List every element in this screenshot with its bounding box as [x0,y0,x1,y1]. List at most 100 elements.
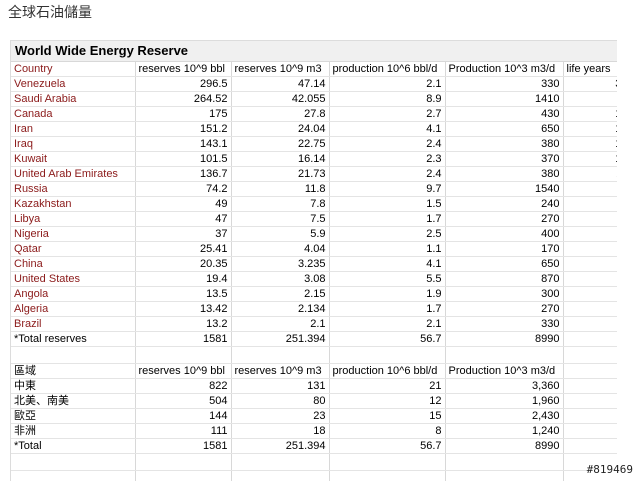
table-cell: 9.7 [329,182,445,197]
table-cell: 13.5 [135,287,231,302]
table-cell: 240 [445,197,563,212]
empty-cell [445,471,563,481]
table-cell: 15 [329,409,445,424]
table-cell: 47 [135,212,231,227]
table-cell: 270 [445,302,563,317]
country-name: United States [11,272,135,287]
table-cell: 3.235 [231,257,329,272]
empty-cell [329,454,445,471]
table-cell: 270 [445,212,563,227]
table-cell: 27.8 [231,107,329,122]
table-cell: 2 [563,302,617,317]
empty-cell [563,347,617,364]
table-cell: 19.4 [135,272,231,287]
country-name: Algeria [11,302,135,317]
country-name: Brazil [11,317,135,332]
table-cell: 1 [563,317,617,332]
table-cell: 650 [445,257,563,272]
empty-cell [11,347,135,364]
table-cell: 1410 [445,92,563,107]
table-cell: 1.1 [329,242,445,257]
table-cell [563,424,617,439]
table-cell: 49 [135,197,231,212]
country-name: Kuwait [11,152,135,167]
table-cell: 504 [135,394,231,409]
table-cell: 4.1 [329,257,445,272]
table-cell: 380 [445,167,563,182]
table-cell: 1.7 [329,212,445,227]
table-cell [563,394,617,409]
post-id-watermark: #819469 [586,463,634,476]
table-cell: 12 [329,394,445,409]
table-cell: 330 [445,317,563,332]
table-cell: 136.7 [135,167,231,182]
table-cell: 2.3 [329,152,445,167]
column-header: reserves 10^9 bbl [135,62,231,77]
country-name: Venezuela [11,77,135,92]
table-cell: 7 [563,212,617,227]
region-name: 中東 [11,379,135,394]
empty-cell [231,471,329,481]
table-cell: 2.1 [329,77,445,92]
country-name: Russia [11,182,135,197]
table-cell: 330 [445,77,563,92]
table-cell: 22.75 [231,137,329,152]
column-header: Production 10^3 m3/d [445,62,563,77]
table-cell: 101.5 [135,152,231,167]
table-cell: 13.42 [135,302,231,317]
table-cell: 37 [135,227,231,242]
column-header: Production 10^3 m3/d [445,364,563,379]
spacer-row [11,347,617,364]
total-cell: 6 [563,332,617,347]
country-name: Nigeria [11,227,135,242]
total-cell: 251.394 [231,332,329,347]
spacer-row [11,454,617,471]
table-cell: 16 [563,137,617,152]
empty-cell [135,471,231,481]
table-cell: 39 [563,77,617,92]
column-header [563,364,617,379]
table-cell: 3.08 [231,272,329,287]
total-cell [563,439,617,454]
table-cell: 1.5 [329,197,445,212]
table-cell: 13.2 [135,317,231,332]
table-cell: 74.2 [135,182,231,197]
column-header: production 10^6 bbl/d [329,364,445,379]
table-cell: 80 [231,394,329,409]
table-cell: 8 [329,424,445,439]
country-name: Canada [11,107,135,122]
country-column-header: Country [11,62,135,77]
table-cell: 7.5 [231,212,329,227]
table-cell: 2 [563,182,617,197]
table-cell: 1 [563,287,617,302]
table-cell: 296.5 [135,77,231,92]
table-cell: 23 [231,409,329,424]
table-cell: 12 [563,152,617,167]
table-cell: 4.1 [329,122,445,137]
column-header: reserves 10^9 m3 [231,364,329,379]
table-cell [563,379,617,394]
total-cell: 251.394 [231,439,329,454]
table-cell: 7.8 [231,197,329,212]
table-cell [563,409,617,424]
empty-cell [135,454,231,471]
empty-cell [11,471,135,481]
table-cell: 5.9 [231,227,329,242]
column-header: reserves 10^9 bbl [135,364,231,379]
table-cell: 131 [231,379,329,394]
table-title-row: World Wide Energy Reserve [11,41,617,62]
total-cell: 8990 [445,332,563,347]
table-cell: 1 [563,257,617,272]
